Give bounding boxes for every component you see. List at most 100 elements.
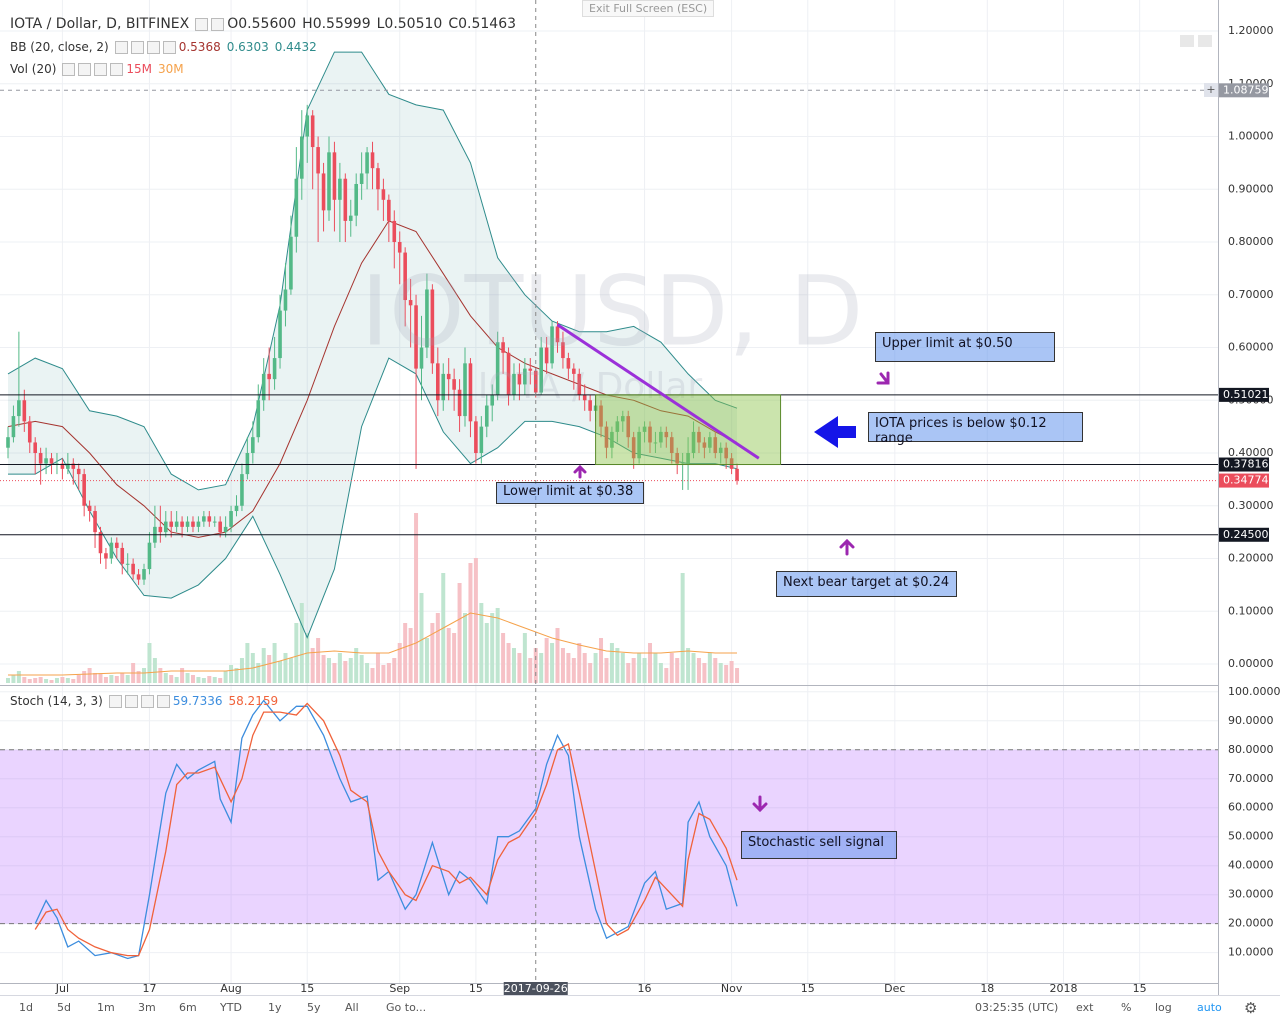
volume-bar bbox=[397, 643, 402, 683]
volume-bar bbox=[495, 608, 500, 683]
icon[interactable] bbox=[78, 62, 92, 76]
volume-bar bbox=[392, 658, 397, 683]
range-button[interactable]: 5d bbox=[57, 1001, 71, 1014]
candle-body bbox=[223, 526, 228, 533]
candle-body bbox=[615, 421, 620, 432]
candle-body bbox=[267, 373, 271, 380]
goto-button[interactable]: Go to... bbox=[386, 1001, 427, 1014]
candle-body bbox=[196, 521, 201, 527]
x-tick-label: 15 bbox=[801, 982, 815, 995]
volume-bar bbox=[484, 623, 489, 683]
volume-bar bbox=[5, 678, 10, 683]
candle-body bbox=[234, 505, 239, 512]
y-tick-label: 1.00000 bbox=[1228, 130, 1274, 143]
candle-body bbox=[414, 305, 418, 369]
ohlc-label: L bbox=[376, 16, 385, 32]
candle-body bbox=[724, 447, 728, 459]
volume-bar bbox=[38, 677, 43, 683]
candle-body bbox=[419, 347, 424, 369]
candle-body bbox=[321, 173, 326, 211]
x-tick-label: Jul bbox=[55, 982, 69, 995]
candle-body bbox=[142, 569, 146, 580]
grid bbox=[0, 0, 1218, 983]
candle-body bbox=[87, 505, 92, 512]
volume-bar bbox=[343, 661, 348, 683]
range-button[interactable]: YTD bbox=[220, 1001, 242, 1014]
candle-body bbox=[631, 437, 636, 459]
range-button[interactable]: 6m bbox=[179, 1001, 197, 1014]
x-tick-label: 2018 bbox=[1049, 982, 1077, 995]
icon[interactable] bbox=[130, 40, 144, 54]
icon[interactable] bbox=[156, 694, 170, 708]
price-label: 1.08759 bbox=[1223, 83, 1269, 96]
exit-full-screen[interactable]: Exit Full Screen (ESC) bbox=[582, 0, 715, 17]
marks bbox=[0, 51, 1218, 960]
volume-bar bbox=[463, 613, 468, 683]
icon[interactable] bbox=[62, 62, 76, 76]
candle-body bbox=[370, 152, 375, 169]
volume-bar bbox=[348, 658, 353, 683]
volume-bar bbox=[370, 668, 375, 683]
stoch-line bbox=[34, 702, 738, 957]
volume-bar bbox=[604, 658, 609, 683]
icon[interactable] bbox=[110, 62, 124, 76]
volume-bar bbox=[239, 658, 244, 683]
candle-body bbox=[44, 458, 48, 464]
watermark-description: IOTA / Dollar bbox=[478, 366, 703, 407]
icon[interactable] bbox=[162, 40, 176, 54]
icon[interactable] bbox=[140, 694, 154, 708]
option-button[interactable]: ext bbox=[1076, 1001, 1094, 1014]
x-tick-label: 15 bbox=[469, 982, 483, 995]
plus-button[interactable] bbox=[1204, 83, 1218, 97]
candle-body bbox=[550, 326, 554, 364]
icon[interactable] bbox=[114, 40, 128, 54]
icon[interactable] bbox=[211, 17, 225, 31]
candle-body bbox=[261, 373, 266, 401]
price-label: 0.34774 bbox=[1223, 474, 1269, 487]
candle-body bbox=[566, 358, 571, 369]
candle-body bbox=[533, 370, 538, 393]
candle-body bbox=[436, 363, 440, 401]
range-button[interactable]: 5y bbox=[307, 1001, 321, 1014]
candle-body bbox=[240, 474, 244, 506]
candle-body bbox=[93, 511, 97, 533]
option-button[interactable]: log bbox=[1155, 1001, 1172, 1014]
candle-body bbox=[664, 431, 669, 438]
volume-bar bbox=[272, 643, 277, 683]
candle-body bbox=[120, 547, 125, 564]
candle-body bbox=[604, 426, 609, 448]
ohlc-value: 0.50510 bbox=[384, 16, 443, 32]
option-button[interactable]: % bbox=[1121, 1001, 1132, 1014]
symbol-title: IOTA / Dollar, D, BITFINEX bbox=[10, 16, 190, 32]
volume-bar bbox=[386, 663, 391, 683]
volume-bar bbox=[735, 668, 740, 683]
volume-bar bbox=[326, 658, 331, 683]
x-tick-label: 18 bbox=[980, 982, 994, 995]
note: Upper limit at $0.50 bbox=[875, 332, 1055, 362]
settings-button[interactable]: ⚙ bbox=[1244, 999, 1258, 1017]
candle-body bbox=[669, 437, 674, 454]
volume-bar bbox=[185, 673, 190, 683]
range-button[interactable]: All bbox=[345, 1001, 359, 1014]
candle-body bbox=[501, 342, 505, 353]
option-button[interactable]: auto bbox=[1197, 1001, 1222, 1014]
x-tick-label: Dec bbox=[884, 982, 905, 995]
range-button[interactable]: 1y bbox=[268, 1001, 282, 1014]
scroll-button[interactable] bbox=[1180, 35, 1194, 47]
icon[interactable] bbox=[124, 694, 138, 708]
range-button[interactable]: 3m bbox=[138, 1001, 156, 1014]
candle-body bbox=[729, 458, 734, 469]
icon[interactable] bbox=[195, 17, 209, 31]
toolbar bbox=[0, 995, 1280, 1025]
icon[interactable] bbox=[108, 694, 122, 708]
range-button[interactable]: 1m bbox=[97, 1001, 115, 1014]
range-button[interactable]: 1d bbox=[19, 1001, 33, 1014]
candle-body bbox=[539, 347, 543, 393]
ohlc-label: O bbox=[227, 16, 239, 32]
candle-body bbox=[256, 400, 261, 438]
icon[interactable] bbox=[146, 40, 160, 54]
scroll-button[interactable] bbox=[1198, 35, 1212, 47]
icon[interactable] bbox=[94, 62, 108, 76]
volume-bar bbox=[27, 679, 32, 683]
